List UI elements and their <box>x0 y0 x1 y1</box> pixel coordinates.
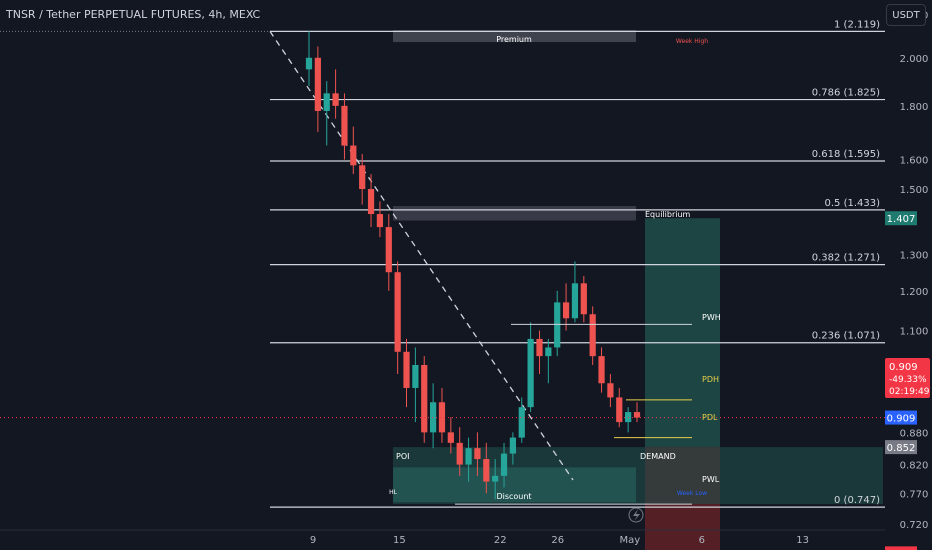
lightning-icon <box>628 507 644 523</box>
candle-body <box>571 283 579 319</box>
last-price-label: 0.909 <box>887 414 916 425</box>
candle-body <box>403 351 410 388</box>
discount-label: Discount <box>496 492 531 501</box>
fib-level-label: 0.618 (1.595) <box>812 149 880 160</box>
lightning-bolt-icon <box>633 509 640 521</box>
demand-label: DEMAND <box>640 452 676 461</box>
current-price-change: -49.33% <box>889 375 927 385</box>
candle-body <box>509 437 516 454</box>
candle-body <box>500 453 508 476</box>
y-tick-label: 0.820 <box>900 461 929 472</box>
pdh-label: PDH <box>702 375 719 384</box>
candle-body <box>412 365 419 388</box>
x-tick-label: 22 <box>494 535 507 546</box>
candle-body <box>580 283 587 315</box>
candle-body <box>607 383 614 398</box>
x-tick-label: 26 <box>551 535 564 546</box>
premium-zone <box>393 30 636 43</box>
candle-body <box>314 57 321 111</box>
y-tick-label: 1.300 <box>900 250 929 261</box>
x-tick-label: 6 <box>699 535 705 546</box>
candle-body <box>447 432 454 443</box>
entry-price-label: 0.852 <box>887 443 916 454</box>
candle-body <box>545 347 552 357</box>
last-price-label-bg <box>885 410 917 425</box>
y-tick-label: 1.800 <box>900 102 929 113</box>
stop-price-label-bg <box>885 546 917 550</box>
candle-body <box>598 356 605 384</box>
candle-body <box>483 459 490 482</box>
candle-body <box>376 214 384 228</box>
fib-level-label: 0.786 (1.825) <box>812 88 880 99</box>
candle-body <box>527 338 534 408</box>
y-tick-label: 1.500 <box>900 185 929 196</box>
week-low-label: Week Low <box>677 490 707 497</box>
entry-price-label-bg <box>885 440 917 455</box>
fib-level-label: 0.382 (1.271) <box>812 253 880 264</box>
candle-body <box>456 442 463 465</box>
pdl-label: PDL <box>702 413 718 422</box>
y-tick-label: 0.770 <box>900 489 929 500</box>
y-tick-label: 0.880 <box>900 428 929 439</box>
candle-body <box>616 397 623 423</box>
candle-body <box>536 338 543 357</box>
week-high-label: Week High <box>676 38 708 45</box>
y-tick-label: 0.720 <box>900 520 929 531</box>
poi-zone <box>393 467 636 503</box>
fib-level-label: 0.236 (1.071) <box>812 331 880 342</box>
premium-label: Premium <box>496 35 532 44</box>
candle-body <box>562 302 570 319</box>
candle-body <box>438 402 446 433</box>
fib-level-label: 0 (0.747) <box>834 495 880 506</box>
candle-body <box>589 314 596 357</box>
candle-body <box>492 475 499 482</box>
target-price-label: 1.407 <box>887 214 916 225</box>
candle-body <box>474 448 481 460</box>
y-tick-label: 1.100 <box>900 327 929 338</box>
x-tick-label: 13 <box>796 535 809 546</box>
candle-body <box>323 93 330 111</box>
pwh-label: PWH <box>702 313 721 322</box>
y-tick-label: 1.600 <box>900 156 929 167</box>
x-tick-label: 9 <box>310 535 316 546</box>
candle-countdown: 02:19:49 <box>889 387 930 397</box>
candle-body <box>385 227 392 273</box>
target-price-label-bg <box>885 211 917 226</box>
fib-level-label: 1 (2.119) <box>834 19 880 30</box>
candle-body <box>633 412 641 418</box>
candle-body <box>359 165 366 190</box>
fib-level-label: 0.5 (1.433) <box>824 198 880 209</box>
candle-body <box>421 365 428 433</box>
chart-title: TNSR / Tether PERPETUAL FUTURES, 4h, MEX… <box>6 8 261 21</box>
candle-body <box>341 105 348 146</box>
x-tick-label: 15 <box>393 535 406 546</box>
candle-body <box>305 57 313 70</box>
pwl-label: PWL <box>702 475 720 484</box>
equilibrium-label: Equilibrium <box>645 210 691 219</box>
candle-body <box>430 402 437 433</box>
current-price: 0.909 <box>889 362 918 373</box>
equilibrium-zone <box>393 206 636 221</box>
candle-body <box>465 448 472 465</box>
currency-button[interactable]: USDT <box>886 4 926 26</box>
candle-body <box>367 189 375 215</box>
candle-body <box>350 145 357 166</box>
candle-body <box>394 272 401 352</box>
poi-label: POI <box>396 452 409 461</box>
y-tick-label: 1.200 <box>900 287 929 298</box>
y-tick-label: 2.000 <box>900 54 929 65</box>
candle-body <box>518 407 525 438</box>
hl-label: HL <box>389 489 398 496</box>
candle-body <box>332 93 339 106</box>
long-profit-zone <box>645 218 720 448</box>
current-price-box <box>885 358 930 398</box>
candle-body <box>554 302 561 348</box>
x-tick-label: May <box>619 535 640 546</box>
